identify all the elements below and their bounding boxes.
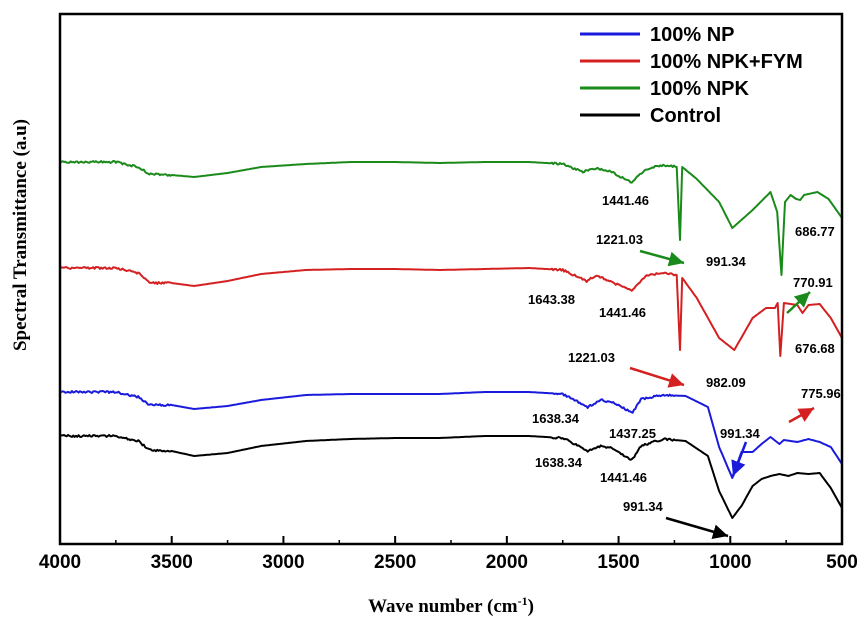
peak-annotation: 1437.25 [609, 426, 656, 441]
x-tick-label: 500 [826, 552, 858, 573]
peak-annotation: 991.34 [720, 426, 761, 441]
legend: 100% NP 100% NPK+FYM 100% NPK Control [580, 24, 803, 127]
peak-annotation: 1441.46 [599, 305, 646, 320]
x-tick-label: 1000 [709, 552, 751, 573]
series-layer [59, 160, 843, 519]
annotation-arrow [786, 291, 811, 314]
peak-annotation: 1441.46 [600, 470, 647, 485]
x-tick-label: 2500 [374, 552, 416, 573]
series-line-100-np [59, 390, 843, 479]
peak-annotation: 1221.03 [596, 232, 643, 247]
peak-annotation: 1441.46 [602, 193, 649, 208]
x-axis-title-sup: -1 [518, 594, 528, 608]
x-tick-label: 1500 [597, 552, 639, 573]
x-axis-title-main: Wave number (cm [368, 596, 518, 617]
x-tick-label: 4000 [39, 552, 81, 573]
peak-annotation: 991.34 [706, 254, 747, 269]
annotation-arrow [639, 249, 685, 267]
peak-annotation: 1221.03 [568, 350, 615, 365]
annotation-arrow [629, 366, 685, 388]
x-tick-label: 2000 [486, 552, 528, 573]
peak-annotation: 1638.34 [532, 411, 580, 426]
peak-annotation: 982.09 [706, 375, 746, 390]
x-tick-label: 3000 [262, 552, 304, 573]
peak-annotation: 1643.38 [528, 292, 575, 307]
legend-label-npk-fym: 100% NPK+FYM [650, 51, 803, 73]
peak-annotation: 676.68 [795, 341, 835, 356]
y-axis-title: Spectral Transmittance (a.u) [10, 119, 31, 351]
annotation-layer: 1441.46 1221.03 991.34 686.77 770.91 1643.38 1… [528, 193, 841, 540]
peak-annotation: 775.96 [801, 386, 841, 401]
x-axis-title: Wave number (cm-1) [368, 594, 534, 617]
legend-label-np: 100% NP [650, 24, 735, 46]
peak-annotation: 686.77 [795, 224, 835, 239]
peak-annotation: 991.34 [623, 499, 664, 514]
annotation-arrow [788, 406, 815, 424]
annotation-arrow [731, 441, 748, 477]
legend-label-control: Control [650, 105, 721, 127]
peak-annotation: 1638.34 [535, 455, 583, 470]
x-tick-label: 3500 [151, 552, 193, 573]
peak-annotation: 770.91 [793, 275, 833, 290]
series-line-100-npk-fym [59, 266, 843, 357]
x-axis-title-close: ) [528, 596, 534, 617]
annotation-arrow [665, 516, 729, 540]
legend-label-npk: 100% NPK [650, 78, 749, 100]
series-line-control [59, 434, 843, 519]
series-line-100-npk [59, 160, 843, 276]
x-axis-ticks: 4000 3500 3000 2500 2000 1500 1000 500 [39, 536, 858, 573]
